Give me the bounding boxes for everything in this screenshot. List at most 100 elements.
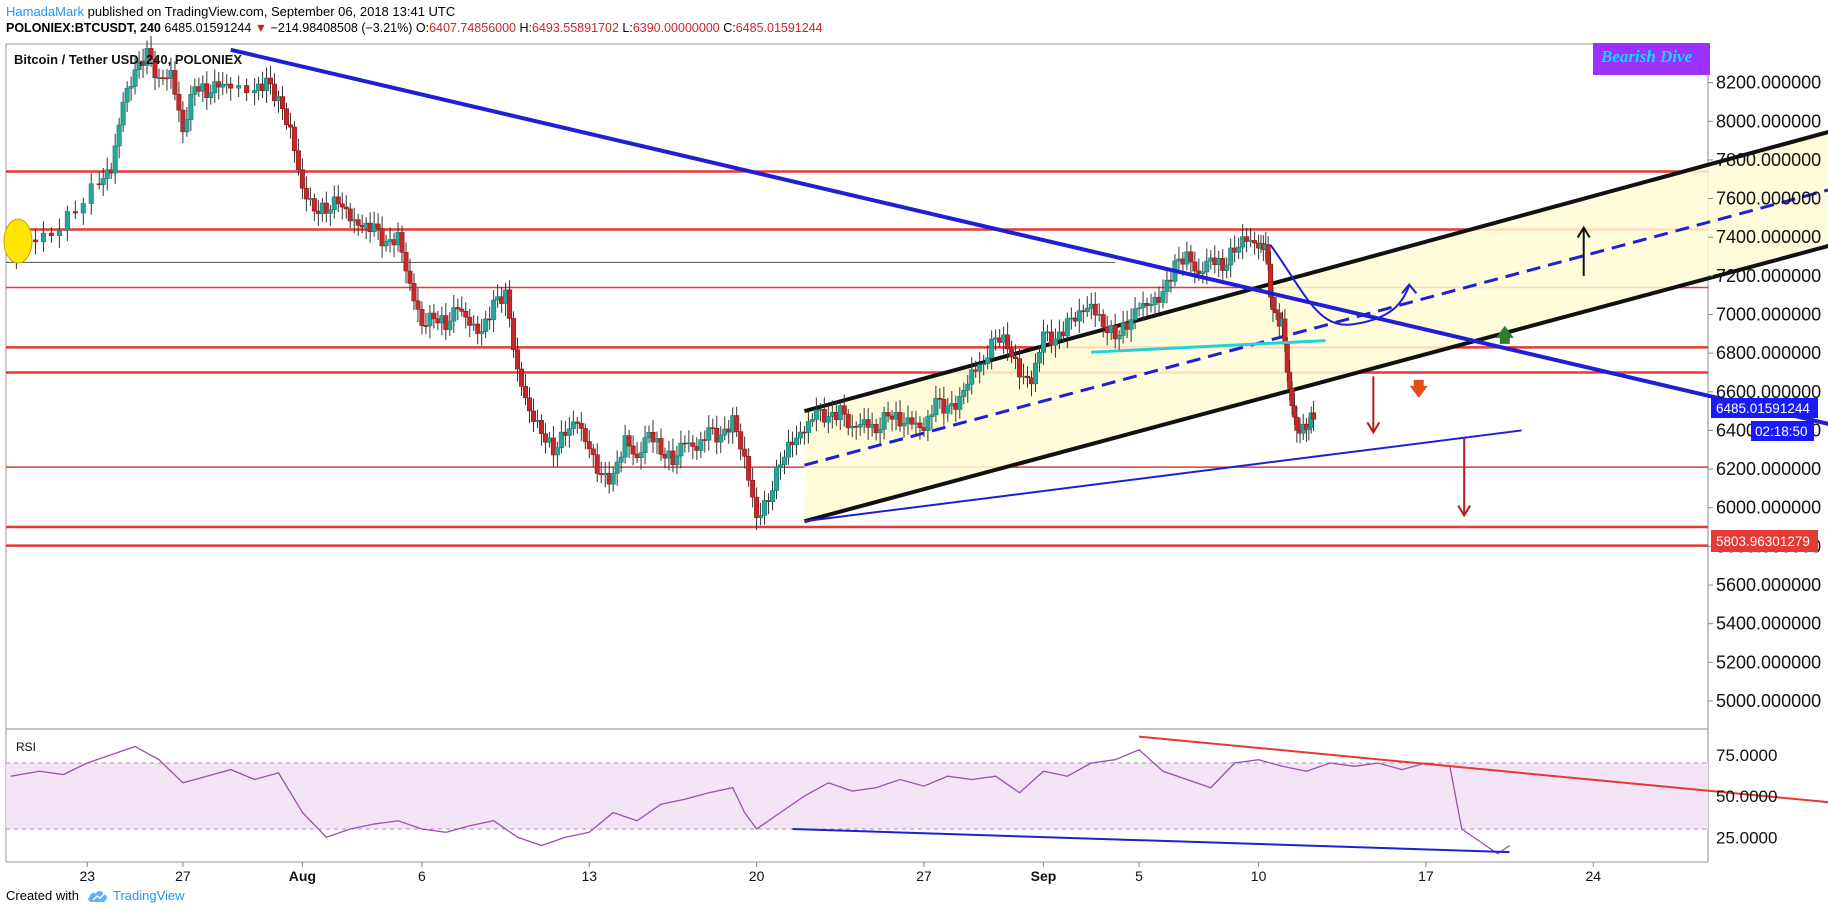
candle	[511, 318, 517, 351]
candle	[785, 441, 791, 458]
candle	[1076, 310, 1082, 322]
time-tick-label: 10	[1251, 868, 1267, 884]
candle	[1204, 260, 1210, 273]
author-link[interactable]: HamadaMark	[6, 4, 85, 19]
candle	[375, 223, 381, 229]
candle	[116, 124, 122, 147]
candle	[244, 85, 250, 94]
channel-midline	[804, 188, 1828, 467]
candle	[586, 441, 592, 450]
candle	[877, 428, 883, 434]
candle	[1228, 247, 1234, 266]
candle	[1311, 412, 1317, 420]
candle	[885, 412, 891, 417]
change-value: −214.98408508 (−3.21%)	[270, 21, 413, 35]
rsi-line	[10, 745, 1510, 855]
candle	[1148, 304, 1154, 307]
candle	[750, 479, 756, 498]
rsi-band	[6, 763, 1708, 829]
candle	[965, 383, 971, 391]
candle	[650, 432, 656, 443]
candle	[323, 202, 329, 214]
candle	[132, 69, 138, 87]
candle	[566, 428, 572, 436]
candle	[622, 435, 628, 458]
price-tick-label: 7400.000000	[1716, 227, 1821, 247]
candle	[925, 416, 931, 431]
rsi-pane: 75.0000 50.0000 25.0000	[6, 735, 1828, 855]
candle	[821, 409, 827, 423]
high-value: 6493.55891702	[532, 21, 619, 35]
candle	[1220, 258, 1226, 271]
candle	[977, 364, 983, 372]
candle	[411, 283, 417, 302]
publish-line: HamadaMark published on TradingView.com,…	[6, 4, 455, 19]
candle	[1032, 362, 1038, 385]
candle	[626, 435, 632, 447]
candle	[1192, 261, 1198, 272]
candle	[618, 456, 624, 463]
candle	[447, 320, 453, 330]
publish-info: published on TradingView.com, September …	[87, 4, 456, 19]
candle	[172, 70, 178, 95]
footer: Created with TradingView	[6, 888, 185, 903]
candle	[272, 83, 278, 102]
level-badge: 5803.96301279	[1711, 530, 1818, 552]
candle	[295, 150, 301, 170]
candle	[415, 300, 421, 310]
rising-support-line	[804, 429, 1522, 523]
candle	[1017, 358, 1023, 378]
candle	[188, 94, 194, 120]
candle	[399, 232, 405, 253]
tradingview-brand: TradingView	[112, 888, 185, 903]
candle	[204, 83, 210, 98]
time-tick-label: Sep	[1031, 868, 1057, 884]
candle	[120, 101, 126, 126]
candle	[1092, 303, 1098, 316]
candle	[574, 421, 580, 424]
candle	[873, 424, 879, 434]
candle	[343, 206, 349, 210]
candle	[72, 211, 78, 214]
price-tick-label: 8200.000000	[1716, 73, 1821, 93]
drawings	[3, 47, 1828, 523]
time-tick-label: 23	[79, 868, 95, 884]
candle	[961, 389, 967, 397]
candle	[1013, 356, 1019, 359]
candle	[1289, 388, 1295, 406]
price-tick-label: 5600.000000	[1716, 575, 1821, 595]
candle	[208, 92, 214, 98]
candle	[1291, 405, 1297, 418]
candle	[1136, 307, 1142, 310]
candle	[1064, 318, 1070, 337]
channel-lower-line	[803, 244, 1828, 524]
time-tick-label: 17	[1418, 868, 1434, 884]
candle	[1284, 343, 1290, 373]
candle	[268, 77, 274, 85]
candle	[570, 421, 576, 430]
time-tick-label: 27	[175, 868, 191, 884]
candle	[327, 209, 333, 214]
candle	[658, 438, 664, 455]
ohlc-line: POLONIEX:BTCUSDT, 240 6485.01591244 ▼ −2…	[6, 21, 823, 35]
time-tick-label: 5	[1135, 868, 1143, 884]
candle	[642, 437, 648, 453]
candle	[451, 307, 457, 322]
tradingview-link[interactable]: TradingView	[87, 888, 185, 903]
candle	[937, 397, 943, 400]
candle	[48, 232, 54, 237]
price-tick-label: 7800.000000	[1716, 150, 1821, 170]
candle	[610, 473, 616, 485]
candle	[1236, 246, 1242, 253]
last-price: 6485.01591244	[164, 21, 252, 35]
candle	[578, 423, 584, 429]
bearish-divergence-banner[interactable]: Bearish Dive	[1593, 43, 1710, 75]
candle	[355, 219, 361, 226]
candle	[112, 145, 118, 174]
candle	[335, 196, 341, 205]
candle	[291, 126, 297, 152]
candle	[706, 427, 712, 441]
candle	[1048, 331, 1054, 346]
current-price-badge: 6485.01591244	[1711, 398, 1818, 418]
